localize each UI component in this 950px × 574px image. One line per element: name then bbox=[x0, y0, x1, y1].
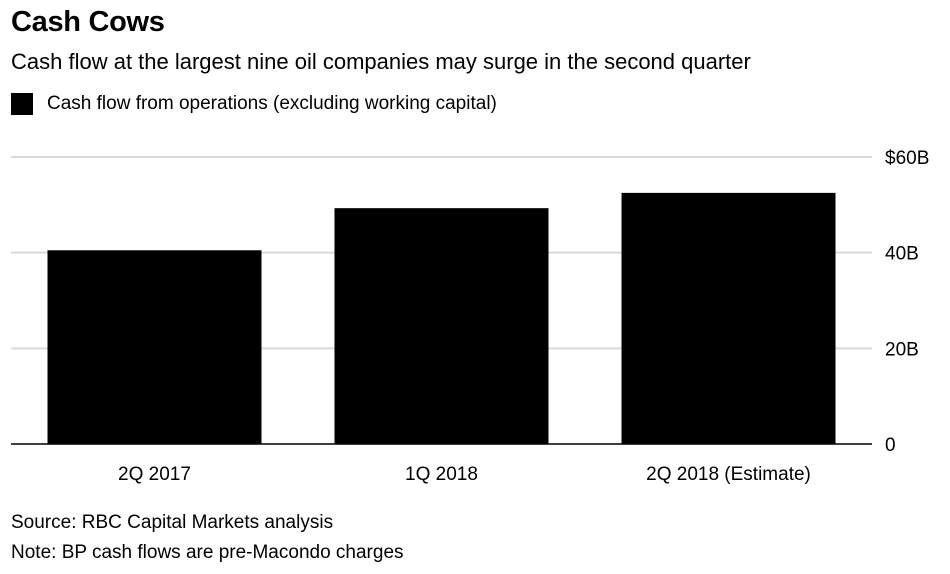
y-tick-label: 0 bbox=[885, 435, 896, 456]
x-tick-label: 2Q 2018 (Estimate) bbox=[646, 464, 811, 485]
x-tick-label: 1Q 2018 bbox=[405, 464, 478, 485]
bars bbox=[47, 192, 836, 444]
y-tick-label: $60B bbox=[885, 148, 929, 169]
legend-swatch bbox=[11, 93, 33, 115]
footnote: Note: BP cash flows are pre-Macondo char… bbox=[11, 542, 404, 563]
bar bbox=[334, 208, 549, 444]
bar bbox=[621, 192, 836, 444]
bar bbox=[47, 250, 262, 444]
legend-label: Cash flow from operations (excluding wor… bbox=[47, 93, 497, 114]
chart-title: Cash Cows bbox=[11, 6, 165, 38]
x-tick-label: 2Q 2017 bbox=[118, 464, 191, 485]
y-tick-label: 40B bbox=[885, 244, 919, 265]
chart-subtitle: Cash flow at the largest nine oil compan… bbox=[11, 49, 751, 74]
axes: 0 20B 40B $60B 2Q 2017 1Q 2018 2Q 2018 (Estima… bbox=[11, 148, 929, 485]
source-note: Source: RBC Capital Markets analysis bbox=[11, 512, 334, 533]
legend: Cash flow from operations (excluding wor… bbox=[11, 93, 497, 115]
y-tick-label: 20B bbox=[885, 339, 919, 360]
